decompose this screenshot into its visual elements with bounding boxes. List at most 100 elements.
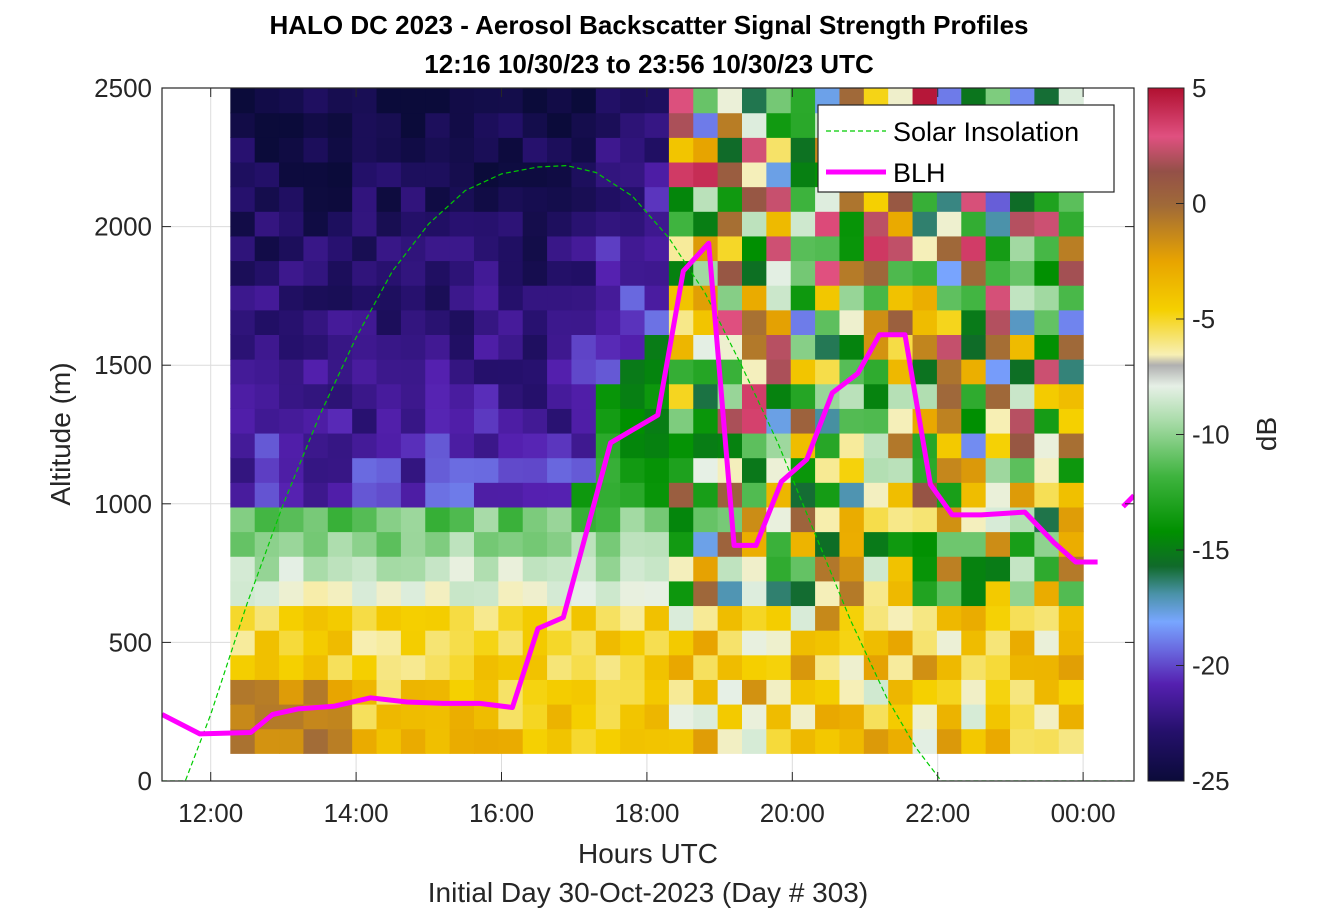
heatmap-cell	[936, 556, 962, 582]
heatmap-cell	[254, 605, 280, 631]
heatmap-cell	[888, 679, 914, 705]
heatmap-cell	[279, 359, 305, 385]
heatmap-cell	[498, 285, 524, 311]
heatmap-cell	[327, 112, 353, 138]
heatmap-cell	[693, 137, 719, 163]
heatmap-cell	[254, 728, 280, 754]
heatmap-cell	[547, 359, 573, 385]
heatmap-cell	[693, 383, 719, 409]
heatmap-cell	[279, 334, 305, 360]
heatmap-cell	[620, 161, 646, 188]
heatmap-cell	[668, 531, 694, 557]
heatmap-cell	[888, 580, 914, 607]
heatmap-cell	[352, 728, 378, 754]
heatmap-cell	[327, 383, 353, 409]
heatmap-cell	[254, 211, 280, 237]
heatmap-cell	[644, 482, 670, 508]
series-blh-extra	[1121, 493, 1134, 509]
heatmap-cell	[230, 285, 256, 311]
heatmap-cell	[571, 605, 597, 631]
heatmap-cell	[571, 654, 597, 680]
heatmap-cell	[693, 359, 719, 385]
heatmap-cell	[1034, 457, 1060, 483]
heatmap-cell	[1010, 605, 1035, 631]
heatmap-cell	[790, 334, 816, 360]
heatmap-cell	[790, 285, 816, 311]
heatmap-cell	[888, 383, 914, 409]
colorbar-tick-label: -20	[1192, 651, 1230, 681]
heatmap-cell	[668, 556, 694, 582]
heatmap-cell	[327, 334, 353, 360]
heatmap-cell	[327, 137, 353, 163]
heatmap-cell	[742, 112, 767, 138]
heatmap-cell	[352, 211, 378, 237]
heatmap-cell	[279, 285, 305, 311]
heatmap-cell	[717, 137, 743, 163]
heatmap-cell	[742, 161, 767, 188]
heatmap-cell	[230, 580, 256, 607]
heatmap-cell	[279, 112, 305, 138]
heatmap-cell	[693, 654, 719, 680]
heatmap-cell	[522, 728, 548, 754]
heatmap-cell	[303, 137, 329, 163]
heatmap-cell	[839, 383, 865, 409]
heatmap-cell	[766, 679, 792, 705]
heatmap-cell	[254, 654, 280, 680]
heatmap-cell	[961, 728, 987, 754]
heatmap-cell	[839, 408, 865, 434]
heatmap-cell	[449, 161, 475, 188]
heatmap-cell	[1034, 482, 1060, 508]
heatmap-cell	[473, 334, 499, 360]
heatmap-cell	[327, 359, 353, 385]
heatmap-cell	[595, 654, 621, 680]
legend-box	[817, 104, 1115, 193]
heatmap-cell	[303, 359, 329, 385]
heatmap-cell	[522, 457, 548, 483]
heatmap-cell	[1010, 309, 1035, 335]
heatmap-cell	[644, 334, 670, 360]
heatmap-cell	[839, 260, 865, 286]
heatmap-cell	[473, 531, 499, 557]
colorbar-tick-label: 5	[1192, 73, 1206, 103]
heatmap-cell	[230, 704, 256, 730]
heatmap-cell	[425, 309, 451, 335]
heatmap-cell	[717, 260, 743, 286]
heatmap-cell	[693, 260, 719, 286]
heatmap-cell	[522, 556, 548, 582]
heatmap-cell	[1058, 580, 1084, 607]
heatmap-cell	[985, 457, 1011, 483]
heatmap-cell	[644, 704, 670, 730]
heatmap-cell	[888, 704, 914, 730]
heatmap-cell	[644, 235, 670, 262]
heatmap-cell	[1010, 457, 1035, 483]
heatmap-cell	[327, 285, 353, 311]
x-axis-ticks: 12:00 14:00 16:00 18:00 20:00 22:00 00:00	[178, 88, 1116, 828]
heatmap-cell	[547, 531, 573, 557]
heatmap-cell	[839, 285, 865, 311]
heatmap-cell	[254, 408, 280, 434]
heatmap-cell	[498, 260, 524, 286]
heatmap-cell	[327, 186, 353, 212]
heatmap-cell	[790, 630, 816, 656]
heatmap-cell	[668, 383, 694, 409]
heatmap-cell	[595, 531, 621, 557]
heatmap-cell	[742, 235, 767, 262]
heatmap-cell	[644, 161, 670, 188]
heatmap-cell	[790, 580, 816, 607]
heatmap-cell	[620, 112, 646, 138]
heatmap-cell	[620, 457, 646, 483]
heatmap-cell	[547, 309, 573, 335]
heatmap-cell	[498, 630, 524, 656]
heatmap-cell	[425, 556, 451, 582]
heatmap-cell	[815, 679, 841, 705]
heatmap-cell	[717, 630, 743, 656]
heatmap-cell	[961, 580, 987, 607]
heatmap-cell	[498, 235, 524, 262]
heatmap-cell	[985, 383, 1011, 409]
heatmap-cell	[717, 654, 743, 680]
heatmap-cell	[473, 186, 499, 212]
heatmap-cell	[985, 580, 1011, 607]
heatmap-cell	[595, 211, 621, 237]
heatmap-cell	[985, 704, 1011, 730]
heatmap-cell	[985, 506, 1011, 533]
